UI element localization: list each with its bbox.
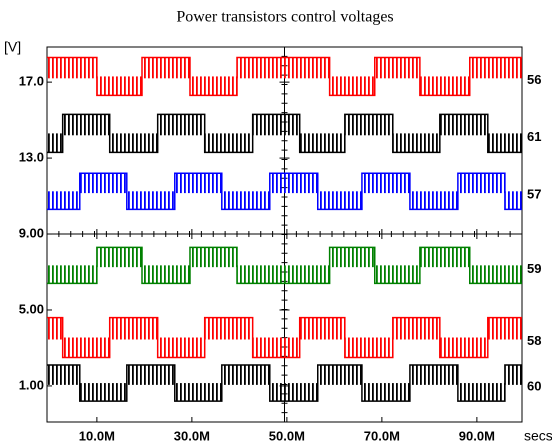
y-tick-label: 1.00 [19, 377, 44, 392]
pwm-segment [157, 337, 205, 358]
pwm-segment [317, 191, 362, 210]
pwm-segment [439, 114, 488, 136]
x-tick-label: 70.0M [364, 428, 400, 443]
y-tick-label: 13.0 [19, 150, 44, 165]
series-label: 60 [527, 379, 541, 394]
signal-line [47, 113, 522, 154]
pwm-segment [469, 57, 522, 79]
x-tick-label: 90.0M [459, 428, 495, 443]
series-label: 57 [527, 187, 541, 202]
pwm-segment [409, 191, 458, 210]
pwm-segment [504, 365, 522, 385]
pwm-segment [189, 247, 237, 268]
pwm-segment [47, 57, 97, 79]
chart-title: Power transistors control voltages [176, 9, 393, 26]
pwm-segment [142, 265, 190, 284]
signal-line [47, 246, 522, 285]
x-axis-label: secs [524, 428, 552, 444]
pwm-segment [409, 365, 458, 385]
signal-line [47, 316, 522, 359]
pwm-segment [221, 365, 270, 385]
pwm-segment [79, 173, 127, 194]
pwm-segment [62, 114, 110, 136]
y-tick-label: 5.00 [19, 301, 44, 316]
pwm-segment [361, 383, 410, 402]
pwm-segment [62, 337, 110, 358]
series-label: 56 [527, 72, 541, 87]
y-axis-label: [V] [4, 39, 21, 55]
pwm-segment [344, 337, 393, 358]
pwm-segment [109, 133, 158, 153]
pwm-segment [237, 265, 330, 284]
pwm-segment [47, 133, 63, 153]
pwm-segment [174, 383, 222, 402]
pwm-segment [252, 114, 300, 136]
pwm-segment [419, 247, 470, 268]
signal-line [47, 56, 522, 97]
pwm-segment [457, 173, 505, 194]
series-label: 59 [527, 261, 541, 276]
pwm-segment [252, 337, 300, 358]
pwm-segment [47, 191, 80, 210]
pwm-segment [374, 265, 420, 284]
pwm-segment [47, 317, 63, 340]
y-tick-label: 9.00 [19, 225, 44, 240]
pwm-segment [126, 365, 175, 385]
pwm-segment [361, 173, 410, 194]
pwm-segment [487, 133, 522, 153]
x-tick-label: 10.0M [79, 428, 115, 443]
pwm-segment [374, 57, 420, 79]
pwm-segment [204, 133, 253, 153]
pwm-segment [392, 317, 440, 340]
pwm-segment [79, 383, 127, 402]
pwm-segment [126, 191, 175, 210]
series-label: 58 [527, 333, 541, 348]
pwm-segment [487, 317, 522, 340]
pwm-segment [269, 173, 318, 194]
pwm-segment [142, 57, 190, 79]
series-label: 61 [527, 129, 541, 144]
pwm-segment [47, 265, 97, 284]
pwm-segment [392, 133, 440, 153]
pwm-segment [344, 114, 393, 136]
x-tick-label: 50.0M [269, 428, 305, 443]
pwm-segment [269, 383, 318, 402]
pwm-segment [204, 317, 253, 340]
pwm-segment [439, 337, 488, 358]
signal-line [47, 172, 522, 211]
pwm-segment [469, 265, 522, 284]
pwm-segment [419, 76, 470, 96]
pwm-segment [189, 76, 237, 96]
pwm-segment [47, 365, 80, 385]
pwm-segment [221, 191, 270, 210]
pwm-segment [329, 76, 375, 96]
pwm-segment [96, 76, 142, 96]
pwm-segment [109, 317, 158, 340]
signal-line [47, 364, 522, 402]
pwm-segment [157, 114, 205, 136]
pwm-segment [299, 317, 345, 340]
pwm-segment [96, 247, 142, 268]
y-tick-label: 17.0 [19, 74, 44, 89]
pwm-segment [174, 173, 222, 194]
pwm-segment [299, 133, 345, 153]
pwm-segment [504, 191, 522, 210]
pwm-segment [317, 365, 362, 385]
x-tick-label: 30.0M [174, 428, 210, 443]
pwm-segment [457, 383, 505, 402]
pwm-segment [329, 247, 375, 268]
pwm-segment [237, 57, 330, 79]
